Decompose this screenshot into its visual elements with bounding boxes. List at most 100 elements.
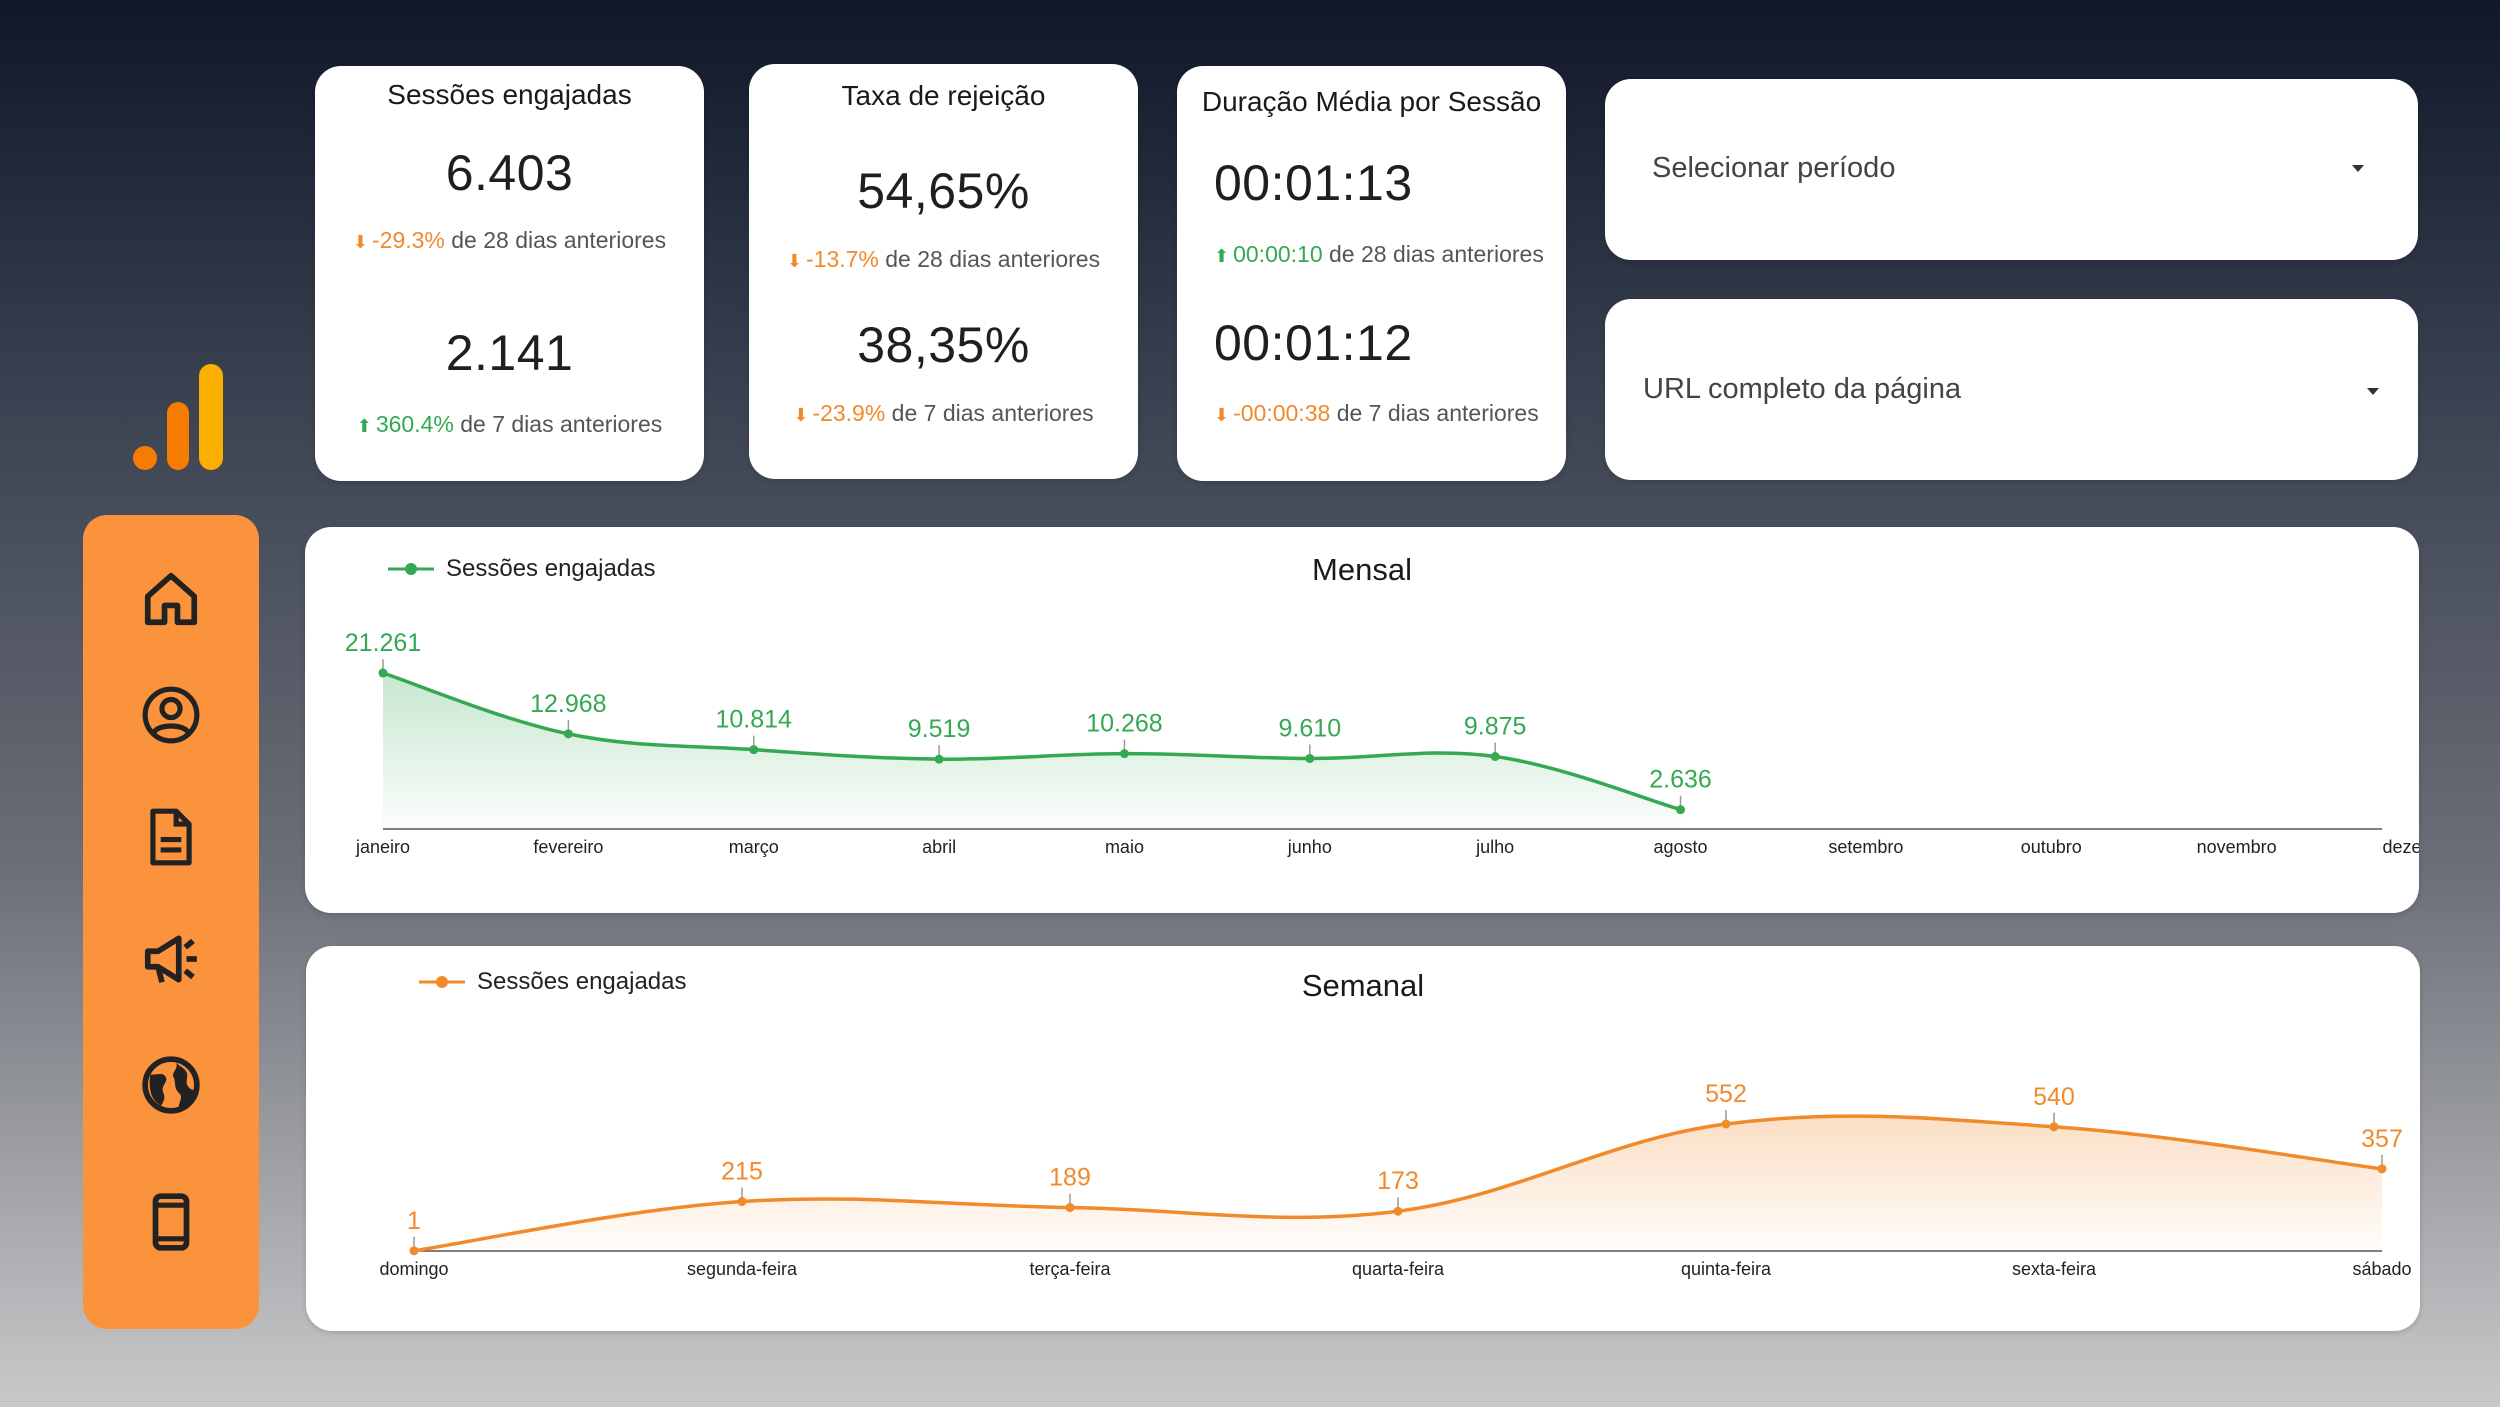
weekly-chart-card: Sessões engajadas Semanal 1 215 189 173 552 5… — [306, 946, 2420, 1331]
data-label: 540 — [2033, 1083, 2075, 1111]
page-url-filter-label: URL completo da página — [1643, 373, 1962, 405]
sidebar-item-home[interactable] — [131, 559, 211, 639]
data-label: 10.814 — [715, 706, 792, 734]
x-tick-label: segunda-feira — [687, 1259, 798, 1279]
chevron-down-icon[interactable] — [2352, 165, 2364, 172]
kpi-comparison-text: de 7 dias anteriores — [1336, 400, 1539, 426]
kpi-value-7d: 00:01:12 — [1214, 315, 1413, 371]
kpi-delta: -00:00:38 — [1233, 400, 1331, 426]
x-tick-label: abril — [922, 837, 956, 857]
logo-bar-tall — [199, 364, 223, 470]
x-tick-label: julho — [1475, 837, 1514, 857]
data-point[interactable] — [1676, 805, 1686, 815]
megaphone-icon — [144, 935, 197, 983]
legend-label: Sessões engajadas — [446, 555, 656, 582]
series-line — [382, 671, 1682, 812]
arrow-up-icon: ⬆ — [1214, 246, 1230, 266]
chart-legend[interactable]: Sessões engajadas — [388, 555, 655, 583]
arrow-up-icon: ⬆ — [356, 416, 372, 436]
kpi-value-28d: 54,65% — [857, 163, 1030, 219]
kpi-value-28d: 6.403 — [445, 145, 574, 201]
data-point[interactable] — [1065, 1203, 1075, 1213]
period-selector[interactable]: Selecionar período — [1605, 79, 2418, 260]
sidebar-item-devices[interactable] — [131, 1182, 211, 1262]
analytics-logo — [133, 364, 223, 470]
data-label: 189 — [1049, 1164, 1091, 1192]
data-label: 552 — [1705, 1080, 1747, 1108]
period-selector-label: Selecionar período — [1652, 152, 1896, 184]
x-tick-label: quinta-feira — [1681, 1259, 1772, 1279]
data-point[interactable] — [409, 1246, 419, 1256]
x-tick-label: agosto — [1654, 837, 1708, 857]
arrow-down-icon: ⬇ — [786, 251, 802, 271]
globe-icon — [142, 1056, 200, 1114]
sidebar-item-user[interactable] — [131, 675, 211, 755]
data-point[interactable] — [934, 754, 944, 764]
monthly-chart-card: Sessões engajadas Mensal 21.261 12.968 10.… — [305, 527, 2419, 913]
x-tick-label: janeiro — [355, 837, 410, 857]
logo-dot — [133, 446, 157, 470]
legend-line-marker — [419, 976, 465, 988]
kpi-value-7d: 38,35% — [857, 317, 1030, 373]
data-label: 215 — [721, 1158, 763, 1186]
data-label: 9.519 — [908, 715, 971, 743]
x-tick-label: sexta-feira — [2012, 1259, 2097, 1279]
data-point[interactable] — [2377, 1164, 2387, 1174]
page-url-filter[interactable]: URL completo da página — [1605, 299, 2418, 480]
chevron-down-icon[interactable] — [2367, 388, 2379, 395]
x-tick-label: outubro — [2021, 837, 2082, 857]
data-point[interactable] — [563, 729, 573, 739]
data-point[interactable] — [737, 1197, 747, 1207]
kpi-title: Taxa de rejeição — [841, 80, 1046, 111]
arrow-down-icon: ⬇ — [352, 232, 368, 252]
data-label: 9.875 — [1464, 713, 1527, 741]
sidebar-item-campaigns[interactable] — [131, 919, 211, 999]
data-point[interactable] — [1721, 1119, 1731, 1129]
kpi-delta: 360.4% — [375, 411, 454, 437]
kpi-comparison-text: de 28 dias anteriores — [885, 246, 1101, 272]
kpi-value-7d: 2.141 — [445, 325, 574, 381]
arrow-down-icon: ⬇ — [793, 405, 809, 425]
x-tick-label: quarta-feira — [1352, 1259, 1445, 1279]
kpi-comparison-text: de 28 dias anteriores — [451, 227, 667, 253]
arrow-down-icon: ⬇ — [1214, 405, 1230, 425]
chart-legend[interactable]: Sessões engajadas — [419, 968, 686, 996]
sidebar-item-geo[interactable] — [131, 1045, 211, 1125]
weekly-line-chart: 1 215 189 173 552 540 357 domingo segunda-feira t… — [379, 1080, 2411, 1279]
data-label: 9.610 — [1279, 714, 1342, 742]
document-icon — [150, 808, 192, 866]
data-point[interactable] — [749, 745, 759, 755]
kpi-card-bounce-rate: Taxa de rejeição 54,65% ⬇ -13.7% de 28 di… — [749, 64, 1138, 479]
kpi-comparison-28d: ⬆ 00:00:10 de 28 dias anteriores — [1214, 241, 1544, 268]
kpi-delta: 00:00:10 — [1233, 241, 1323, 267]
sidebar-item-pages[interactable] — [131, 797, 211, 877]
kpi-comparison-28d: ⬇ -29.3% de 28 dias anteriores — [315, 227, 704, 254]
data-label: 10.268 — [1086, 710, 1162, 738]
kpi-delta: -23.9% — [812, 400, 886, 426]
kpi-comparison-7d: ⬇ -00:00:38 de 7 dias anteriores — [1214, 400, 1539, 427]
legend-label: Sessões engajadas — [477, 968, 687, 995]
data-point[interactable] — [1393, 1206, 1403, 1216]
x-tick-label: setembro — [1828, 837, 1903, 857]
data-point[interactable] — [378, 668, 388, 678]
kpi-value-28d: 00:01:13 — [1214, 155, 1413, 211]
x-tick-label: terça-feira — [1029, 1259, 1111, 1279]
monthly-line-chart: 21.261 12.968 10.814 9.519 10.268 9.610 9.875 2… — [345, 629, 2419, 857]
x-tick-label: novembro — [2197, 837, 2277, 857]
data-label: 1 — [407, 1207, 421, 1235]
kpi-comparison-28d: ⬇ -13.7% de 28 dias anteriores — [749, 246, 1138, 273]
x-tick-label: sábado — [2352, 1259, 2411, 1279]
data-point[interactable] — [1305, 753, 1315, 763]
x-tick-label: março — [729, 837, 779, 857]
series-area — [383, 673, 1681, 829]
data-point[interactable] — [1119, 749, 1129, 759]
data-label: 12.968 — [530, 690, 606, 718]
data-label: 21.261 — [345, 629, 421, 657]
data-point[interactable] — [1490, 752, 1500, 762]
data-point[interactable] — [2049, 1122, 2059, 1132]
mobile-icon — [152, 1193, 190, 1251]
x-tick-label: maio — [1105, 837, 1144, 857]
data-label: 173 — [1377, 1167, 1419, 1195]
sidebar-nav — [83, 515, 259, 1329]
kpi-delta: -29.3% — [372, 227, 445, 253]
